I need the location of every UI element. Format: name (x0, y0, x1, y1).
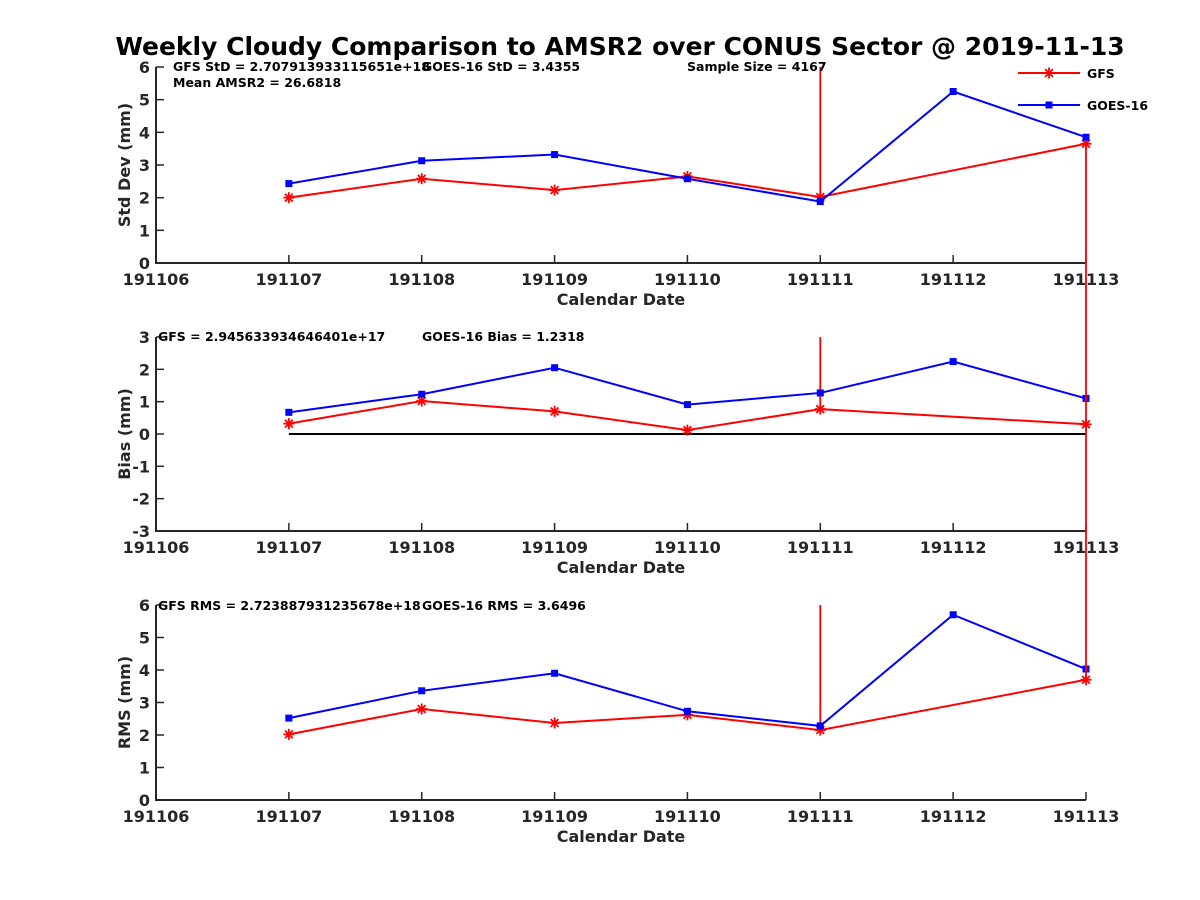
rms-goes-16-point (683, 707, 691, 715)
stddev-annotation: Sample Size = 4167 (687, 59, 827, 74)
stddev-ytick-label: 4 (139, 123, 150, 142)
bias-gfs-point (283, 418, 295, 430)
stddev-xtick-label: 191110 (654, 270, 721, 289)
bias-annotation: GFS = 2.945633934646401e+17 (158, 329, 385, 344)
stddev-xtick-label: 191108 (388, 270, 455, 289)
bias-xtick-label: 191112 (920, 538, 987, 557)
stddev-goes-16-point (285, 180, 293, 188)
stddev-annotation: GOES-16 StD = 3.4355 (422, 59, 580, 74)
bias-gfs-point (549, 405, 561, 417)
bias-ytick-label: -3 (132, 522, 150, 541)
rms-goes-16-point (949, 611, 957, 619)
rms-axes (155, 605, 1086, 801)
stddev-xtick-label: 191112 (920, 270, 987, 289)
stddev-xtick-label: 191111 (787, 270, 854, 289)
chart-title: Weekly Cloudy Comparison to AMSR2 over C… (115, 32, 1124, 61)
bias-xtick-label: 191109 (521, 538, 588, 557)
stddev-goes-16-point (418, 157, 426, 165)
rms-xtick-label: 191106 (123, 807, 190, 826)
stddev-xtick-label: 191106 (123, 270, 190, 289)
bias-xtick-label: 191111 (787, 538, 854, 557)
rms-goes-16-point (816, 722, 824, 730)
stddev-gfs-point (549, 184, 561, 196)
bias-ytick-label: 1 (139, 393, 150, 412)
stddev-xlabel: Calendar Date (557, 290, 686, 309)
bias-gfs-line (288, 400, 1087, 432)
rms-xtick-label: 191111 (787, 807, 854, 826)
rms-ytick-label: 6 (139, 596, 150, 615)
stddev-ylabel: Std Dev (mm) (115, 103, 134, 227)
bias-goes-16-point (683, 401, 691, 409)
rms-xtick-label: 191110 (654, 807, 721, 826)
rms-ylabel: RMS (mm) (115, 656, 134, 749)
legend-goes-16-marker (1045, 101, 1053, 109)
stddev-annotation: GFS StD = 2.707913933115651e+18 (173, 59, 430, 74)
rms-xtick-label: 191107 (255, 807, 322, 826)
stddev-ytick-label: 0 (139, 254, 150, 273)
stddev-gfs-line (288, 142, 1087, 199)
rms-gfs-line (288, 678, 1087, 736)
bias-goes-16-point (285, 408, 293, 416)
stddev-goes-16-line (288, 90, 1087, 203)
rms-ytick-label: 4 (139, 661, 150, 680)
bias-ytick-label: 2 (139, 360, 150, 379)
rms-xtick-label: 191109 (521, 807, 588, 826)
bias-goes-16-point (551, 364, 559, 372)
legend-gfs-marker (1043, 67, 1055, 79)
bias-goes-16-point (949, 358, 957, 366)
rms-xtick-label: 191112 (920, 807, 987, 826)
legend-gfs-label: GFS (1087, 66, 1115, 81)
rms-xtick-label: 191113 (1053, 807, 1120, 826)
bias-goes-16-point (816, 389, 824, 397)
rms-ytick-label: 1 (139, 759, 150, 778)
bias-xtick-label: 191106 (123, 538, 190, 557)
rms-xtick-label: 191108 (388, 807, 455, 826)
stddev-goes-16-point (683, 175, 691, 183)
rms-ytick-label: 5 (139, 629, 150, 648)
bias-gfs-point (814, 403, 826, 415)
bias-xtick-label: 191107 (255, 538, 322, 557)
rms-gfs-point (416, 703, 428, 715)
rms-goes-16-point (285, 714, 293, 722)
stddev-ytick-label: 1 (139, 221, 150, 240)
rms-ytick-label: 2 (139, 726, 150, 745)
stddev-ytick-label: 3 (139, 156, 150, 175)
stddev-ytick-label: 2 (139, 189, 150, 208)
stddev-goes-16-point (551, 151, 559, 159)
rms-ytick-label: 0 (139, 791, 150, 810)
stddev-annotation: Mean AMSR2 = 26.6818 (173, 75, 341, 90)
stddev-ytick-label: 5 (139, 91, 150, 110)
bias-ytick-label: 0 (139, 425, 150, 444)
stddev-gfs-point (416, 173, 428, 185)
legend-goes-16-label: GOES-16 (1087, 98, 1148, 113)
bias-xtick-label: 191108 (388, 538, 455, 557)
bias-xtick-label: 191110 (654, 538, 721, 557)
stddev-xtick-label: 191107 (255, 270, 322, 289)
stddev-goes-16-point (816, 198, 824, 206)
rms-gfs-point (283, 728, 295, 740)
bias-ytick-label: -2 (132, 490, 150, 509)
bias-annotation: GOES-16 Bias = 1.2318 (422, 329, 584, 344)
bias-goes-16-point (418, 390, 426, 398)
rms-goes-16-point (551, 669, 559, 677)
bias-ytick-label: 3 (139, 328, 150, 347)
bias-xlabel: Calendar Date (557, 558, 686, 577)
bias-gfs-point (681, 424, 693, 436)
bias-ylabel: Bias (mm) (115, 388, 134, 480)
stddev-xtick-label: 191109 (521, 270, 588, 289)
stddev-ytick-label: 6 (139, 58, 150, 77)
stddev-goes-16-point (1082, 133, 1090, 141)
rms-annotation: GFS RMS = 2.723887931235678e+18 (158, 598, 421, 613)
rms-gfs-point (549, 717, 561, 729)
bias-ytick-label: -1 (132, 457, 150, 476)
rms-ytick-label: 3 (139, 694, 150, 713)
stddev-gfs-point (283, 192, 295, 204)
rms-xlabel: Calendar Date (557, 827, 686, 846)
bias-gfs-point (416, 395, 428, 407)
stddev-goes-16-point (949, 88, 957, 95)
rms-annotation: GOES-16 RMS = 3.6496 (422, 598, 586, 613)
rms-goes-16-point (418, 687, 426, 695)
